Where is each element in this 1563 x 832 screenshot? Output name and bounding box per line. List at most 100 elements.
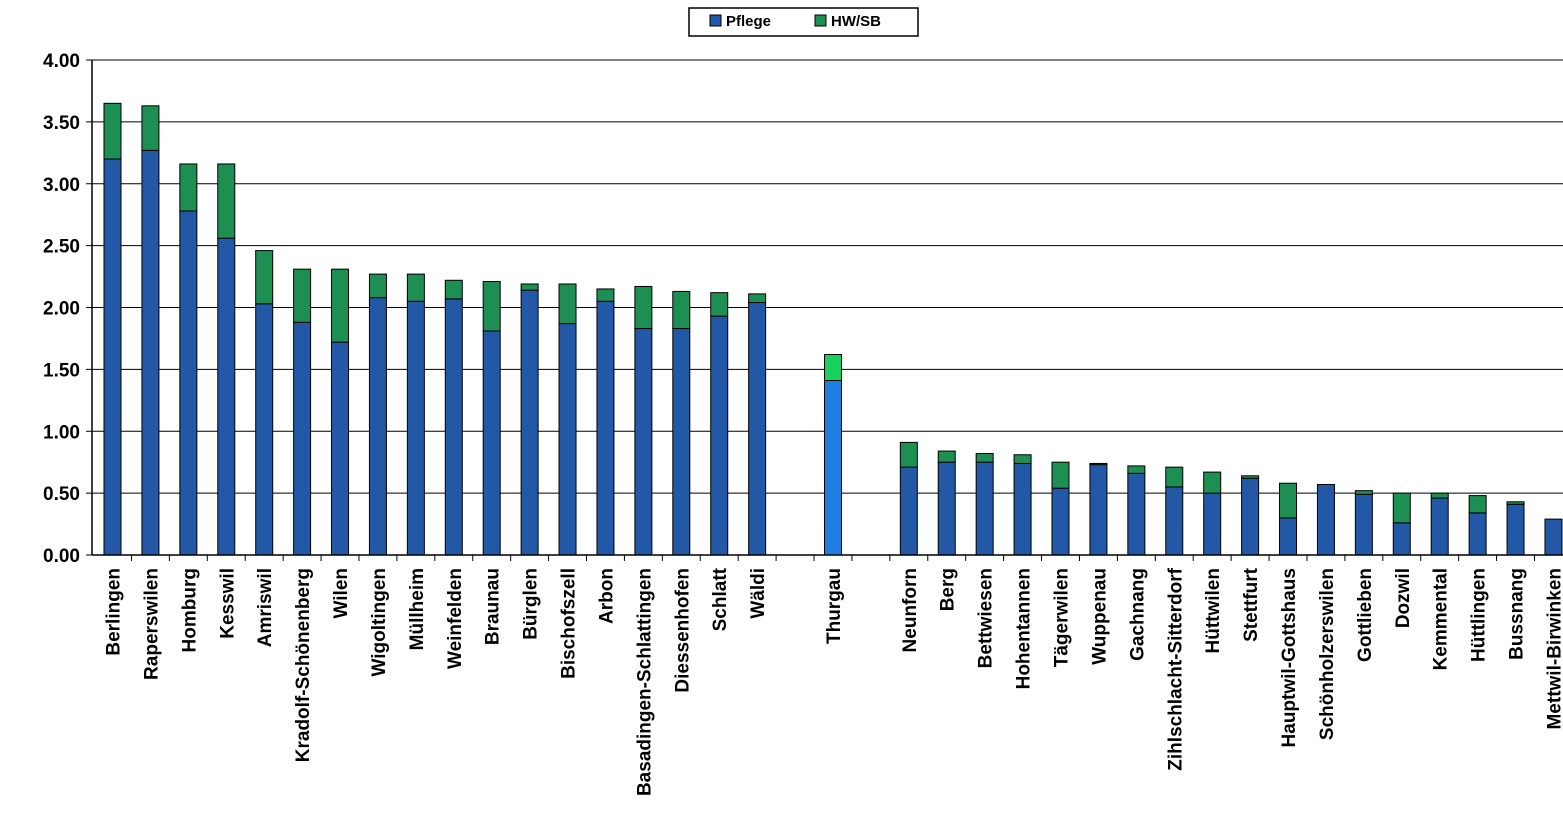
bar-hw-sb xyxy=(672,290,691,330)
x-category-label: Schönholzerswilen xyxy=(1317,568,1338,740)
bar-pflege xyxy=(406,300,425,556)
x-category-label: Berg xyxy=(938,568,959,611)
x-category-label: Wuppenau xyxy=(1089,568,1110,665)
bar-hw-sb xyxy=(444,279,463,300)
bar-pflege xyxy=(1354,493,1373,556)
bar-hw-sb xyxy=(293,268,312,323)
bar-pflege xyxy=(899,466,918,556)
bar-pflege xyxy=(596,300,615,556)
y-tick-label: 0.00 xyxy=(43,546,80,567)
bar-pflege xyxy=(1165,486,1184,556)
legend: Pflege HW/SB xyxy=(688,7,919,37)
x-category-label: Thurgau xyxy=(824,568,845,644)
y-tick-label: 0.50 xyxy=(43,484,80,505)
legend-box xyxy=(688,7,919,37)
x-category-label: Kradolf-Schönenberg xyxy=(293,568,314,762)
x-category-label: Gachnang xyxy=(1127,568,1148,661)
bar-hw-sb xyxy=(1203,471,1222,494)
legend-label-hw-sb: HW/SB xyxy=(831,13,881,30)
bar-hw-sb xyxy=(520,283,539,291)
bar-pflege xyxy=(368,297,387,556)
x-category-label: Diessenhofen xyxy=(672,568,693,693)
bar-pflege xyxy=(1127,472,1146,556)
bar-pflege xyxy=(1506,503,1525,556)
bar-pflege xyxy=(1013,462,1032,556)
bar-pflege xyxy=(710,315,729,556)
y-tick-label: 2.00 xyxy=(43,299,80,320)
x-category-label: Bussnang xyxy=(1507,568,1528,660)
bar-pflege xyxy=(937,461,956,556)
bar-hw-sb xyxy=(217,163,236,239)
x-category-label: Hüttwilen xyxy=(1203,568,1224,654)
bar-hw-sb xyxy=(1165,466,1184,488)
bar-hw-sb xyxy=(710,292,729,317)
x-category-label: Hohentannen xyxy=(1014,568,1035,689)
bar-pflege xyxy=(672,328,691,556)
bar-pflege xyxy=(1279,517,1298,556)
bar-hw-sb xyxy=(368,273,387,299)
bar-hw-sb xyxy=(634,285,653,330)
x-category-label: Tägerwilen xyxy=(1052,568,1073,667)
bar-pflege xyxy=(558,323,577,556)
y-tick-label: 4.00 xyxy=(43,51,80,72)
bar-hw-sb xyxy=(823,354,842,382)
bar-pflege xyxy=(141,149,160,556)
bar-pflege xyxy=(1089,464,1108,556)
y-tick-label: 2.50 xyxy=(43,237,80,258)
bar-hw-sb xyxy=(482,281,501,332)
bar-hw-sb xyxy=(748,293,767,304)
bar-pflege xyxy=(331,341,350,556)
bar-pflege xyxy=(179,210,198,556)
x-category-label: Basadingen-Schlattingen xyxy=(634,568,655,796)
bar-hw-sb xyxy=(141,105,160,151)
y-tick-label: 3.50 xyxy=(43,113,80,134)
y-tick-label: 1.00 xyxy=(43,422,80,443)
x-category-label: Braunau xyxy=(483,568,504,645)
bar-pflege xyxy=(748,302,767,556)
x-category-label: Arbon xyxy=(596,568,617,624)
x-category-label: Raperswilen xyxy=(141,568,162,680)
bar-hw-sb xyxy=(1089,462,1108,466)
bar-pflege xyxy=(1051,487,1070,556)
x-category-label: Kemmental xyxy=(1431,568,1452,670)
y-tick-label: 3.00 xyxy=(43,175,80,196)
x-category-label: Wigoltingen xyxy=(369,568,390,677)
bar-hw-sb xyxy=(406,273,425,302)
x-category-label: Homburg xyxy=(179,568,200,652)
bar-pflege xyxy=(217,237,236,556)
x-axis-labels: Berlingen Raperswilen Homburg Kesswil Amrisw… xyxy=(104,567,1563,796)
bar-pflege xyxy=(520,289,539,556)
bar-hw-sb xyxy=(1392,492,1411,524)
axes xyxy=(91,60,1563,561)
x-category-label: Dozwil xyxy=(1393,568,1414,628)
bar-hw-sb xyxy=(558,283,577,325)
bar-hw-sb xyxy=(255,250,274,305)
bar-pflege xyxy=(1430,497,1449,556)
bar-hw-sb xyxy=(1013,454,1032,464)
x-category-label: Müllheim xyxy=(407,568,428,650)
bar-hw-sb xyxy=(331,268,350,343)
bar-hw-sb xyxy=(1279,482,1298,519)
bar-hw-sb xyxy=(1241,475,1260,479)
bar-pflege xyxy=(634,328,653,556)
x-category-label: Wäldi xyxy=(748,568,769,619)
bar-hw-sb xyxy=(975,453,994,463)
legend-swatch-pflege xyxy=(709,14,722,27)
x-category-label: Amriswil xyxy=(255,568,276,647)
x-category-label: Gottlieben xyxy=(1355,568,1376,662)
bar-pflege xyxy=(1241,477,1260,556)
bars xyxy=(103,102,1563,556)
bar-pflege xyxy=(482,330,501,556)
x-category-label: Kesswil xyxy=(217,568,238,639)
bar-pflege xyxy=(1468,512,1487,556)
bar-hw-sb xyxy=(1354,490,1373,495)
bar-pflege xyxy=(255,303,274,556)
x-category-label: Zihlschlacht-Sitterdorf xyxy=(1165,567,1186,770)
bar-hw-sb xyxy=(1430,492,1449,499)
bar-hw-sb xyxy=(1051,461,1070,489)
bar-hw-sb xyxy=(596,288,615,302)
bar-pflege xyxy=(444,298,463,556)
x-category-label: Bettwiesen xyxy=(976,568,997,668)
x-category-label: Stettfurt xyxy=(1241,567,1262,642)
